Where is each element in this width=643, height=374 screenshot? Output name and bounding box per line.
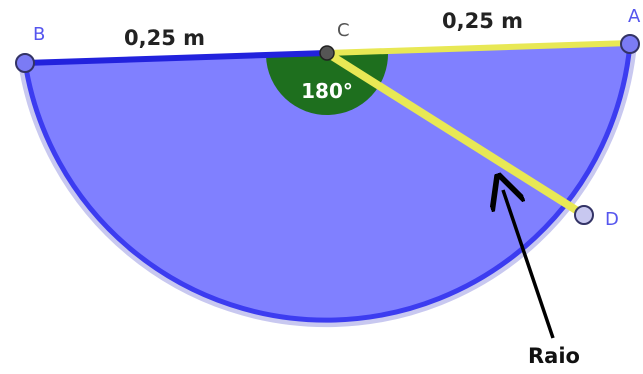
radius-label: Raio bbox=[528, 344, 580, 368]
point-b-label: B bbox=[33, 24, 45, 45]
segment-cd-radius bbox=[324, 49, 587, 219]
point-b[interactable] bbox=[15, 53, 35, 73]
segment-bc bbox=[24, 50, 328, 66]
radius-arrow bbox=[503, 190, 555, 339]
angle-label: 180° bbox=[301, 79, 353, 103]
segment-ca bbox=[326, 40, 631, 56]
point-a[interactable] bbox=[620, 34, 640, 54]
point-c-label: C bbox=[337, 20, 350, 41]
semicircle-arc bbox=[22, 43, 633, 323]
point-d[interactable] bbox=[574, 205, 594, 225]
point-d-label: D bbox=[605, 209, 619, 230]
length-label-bc: 0,25 m bbox=[124, 26, 205, 50]
point-c-center[interactable] bbox=[319, 45, 335, 61]
point-a-label: A bbox=[628, 6, 641, 27]
length-label-ca: 0,25 m bbox=[442, 9, 523, 33]
semicircle-region bbox=[25, 44, 630, 321]
